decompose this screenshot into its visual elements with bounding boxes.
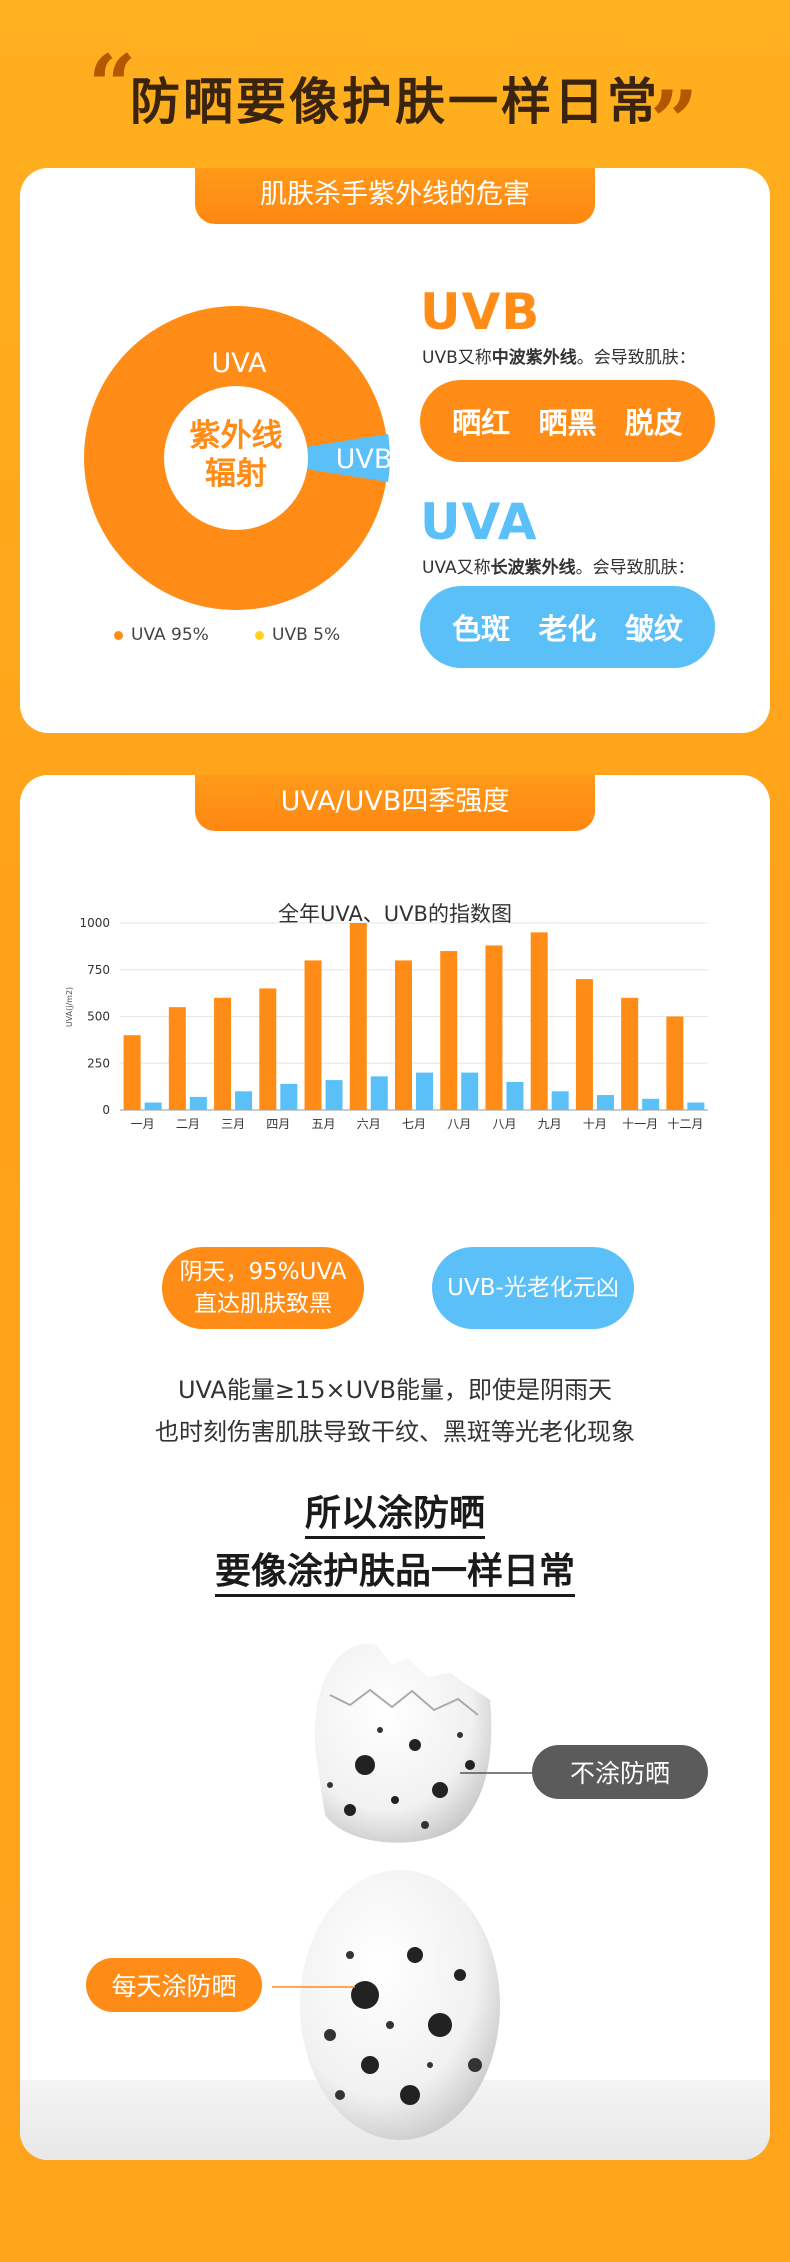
x-tick-label: 十月 (583, 1117, 607, 1131)
uv-donut-chart: 紫外线 辐射 UVA UVB (84, 306, 393, 610)
bar-uva (395, 960, 412, 1110)
legend-uva-label: UVA 95% (131, 625, 209, 645)
section-tab-uv-seasons: UVA/UVB四季强度 (195, 775, 595, 831)
bar-uvb (280, 1083, 298, 1110)
bar-uvb (416, 1072, 433, 1110)
bar-uvb (235, 1091, 253, 1110)
y-tick-label: 250 (87, 1056, 110, 1070)
x-tick-label: 十一月 (622, 1117, 658, 1131)
donut-uvb-segment (236, 434, 390, 482)
donut-center-label-2: 辐射 (205, 456, 267, 492)
page-title: 防晒要像护肤一样日常 (130, 73, 660, 131)
x-tick-label: 五月 (312, 1117, 336, 1131)
legend-uvb-label: UVB 5% (272, 625, 341, 645)
uvb-effect-2: 晒黑 (538, 406, 597, 440)
x-tick-label: 一月 (131, 1117, 155, 1131)
bar-uvb (687, 1102, 705, 1110)
chart-title: 全年UVA、UVB的指数图 (278, 902, 512, 926)
tag-daily-sunscreen: 每天涂防晒 (86, 1958, 262, 2012)
x-tick-label: 九月 (538, 1117, 562, 1131)
y-tick-label: 750 (87, 963, 110, 977)
bar-uvb (144, 1102, 162, 1110)
uvb-heading: UVB (420, 283, 541, 341)
bar-uva (440, 951, 458, 1110)
donut-uvb-label: UVB (336, 444, 393, 475)
bar-uva (259, 988, 277, 1110)
uvb-effect-1: 晒红 (452, 406, 511, 440)
bar-uva (575, 979, 593, 1110)
uv-bar-chart: UVA(j/m2) 0 250 500 750 1000 一月 二月 三月 四月 五月 六月 七月 八月 八… (65, 916, 708, 1131)
uva-effects-pill: 色斑 老化 皱纹 (420, 586, 715, 668)
uvb-description: UVB又称中波紫外线。会导致肌肤： (422, 348, 696, 368)
uva-effect-1: 色斑 (452, 612, 511, 646)
uv-hazards-card: 肌肤杀手紫外线的危害 紫外线 辐射 UVA UVB UVA 95% UVB 5%… (20, 168, 770, 733)
bar-uva (304, 960, 322, 1110)
bar-uva (214, 997, 232, 1110)
x-tick-label: 四月 (266, 1117, 290, 1131)
open-quote-mark: “ (88, 36, 137, 135)
uva-description: UVA又称长波紫外线。会导致肌肤： (422, 558, 695, 578)
bar-uvb (551, 1091, 569, 1110)
y-tick-label: 500 (87, 1010, 110, 1024)
conclusion-heading: 所以涂防晒 要像涂护肤品一样日常 (20, 1485, 770, 1601)
close-quote-mark: ” (650, 72, 699, 171)
x-tick-label: 八月 (492, 1117, 516, 1131)
donut-legend-uvb: UVB 5% (255, 625, 340, 645)
bar-uvb (325, 1080, 343, 1110)
donut-center (164, 386, 308, 530)
bar-uva (530, 932, 548, 1110)
section-tab-uv-hazards: 肌肤杀手紫外线的危害 (195, 168, 595, 224)
x-tick-label: 三月 (221, 1117, 245, 1131)
uvb-aging-bubble: UVB-光老化元凶 (432, 1247, 634, 1329)
x-tick-label: 二月 (176, 1117, 200, 1131)
y-axis-label: UVA(j/m2) (65, 987, 74, 1027)
donut-legend-uva: UVA 95% (114, 625, 209, 645)
uv-energy-paragraph: UVA能量≥15×UVB能量，即使是阴雨天 也时刻伤害肌肤导致干纹、黑斑等光老化… (155, 1376, 635, 1446)
bar-uvb (596, 1095, 614, 1110)
uva-effect-3: 皱纹 (624, 612, 683, 646)
y-tick-label: 0 (102, 1103, 110, 1117)
donut-uva-label: UVA (212, 348, 268, 379)
bar-uva (621, 997, 639, 1110)
uv-seasons-card: UVA/UVB四季强度 UVA(j/m2) 0 250 500 750 1000 一月 二月 三… (20, 775, 770, 2160)
bar-uva (666, 1016, 684, 1110)
bar-uvb (642, 1098, 660, 1110)
x-tick-label: 八月 (447, 1117, 471, 1131)
uvb-effect-3: 脱皮 (624, 406, 683, 440)
bar-uvb (506, 1081, 524, 1110)
donut-center-label-1: 紫外线 (190, 418, 283, 454)
bar-uvb (461, 1072, 479, 1110)
x-tick-label: 十二月 (667, 1117, 703, 1131)
bar-uva (168, 1007, 186, 1110)
eggs-illustration (20, 1643, 770, 2160)
bar-uvb (370, 1076, 388, 1110)
y-tick-label: 1000 (79, 916, 110, 930)
x-tick-label: 六月 (357, 1117, 381, 1131)
tag-no-sunscreen: 不涂防晒 (532, 1745, 708, 1799)
uva-effect-2: 老化 (538, 612, 597, 646)
bar-uva (123, 1035, 141, 1110)
bar-uva (349, 923, 367, 1110)
bar-uva (485, 945, 503, 1110)
x-tick-label: 七月 (402, 1117, 426, 1131)
uva-heading: UVA (420, 493, 538, 551)
cracked-egg-shell (314, 1643, 492, 1843)
bar-uvb (189, 1096, 207, 1110)
uva-cloudy-bubble: 阴天，95%UVA 直达肌肤致黑 (162, 1247, 364, 1329)
intact-egg (300, 1870, 500, 2140)
uvb-effects-pill: 晒红 晒黑 脱皮 (420, 380, 715, 462)
